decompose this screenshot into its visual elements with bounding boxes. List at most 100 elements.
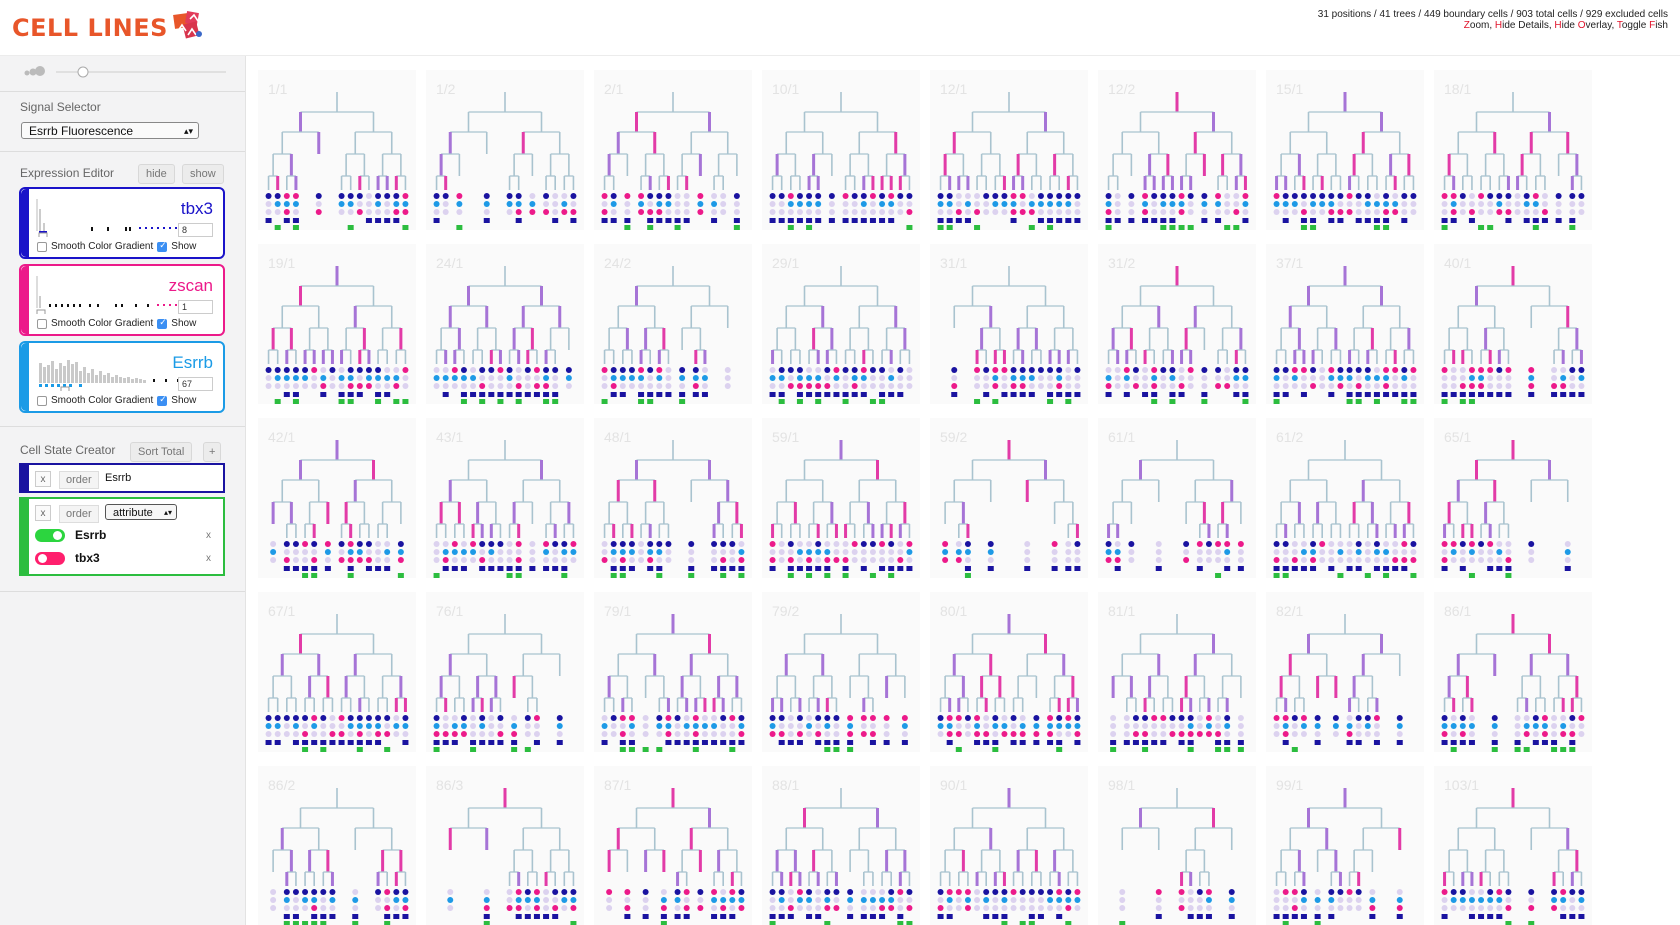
gene-card-tbx3[interactable]: tbx3 8 Smooth Color Gradient Show — [19, 187, 225, 259]
threshold-input[interactable]: 1 — [178, 300, 213, 314]
tbx3-toggle[interactable] — [35, 552, 65, 565]
expression-dot — [384, 193, 391, 199]
cell-state-card-esrrb[interactable]: x order Esrrb — [19, 463, 225, 493]
lineage-tree[interactable]: 31/1 — [930, 244, 1088, 404]
lineage-tree[interactable]: 76/1 — [426, 592, 584, 752]
show-checkbox[interactable] — [157, 317, 168, 329]
expression-dot — [992, 731, 999, 737]
tree-grid-panel[interactable]: 1/1 1/2 2/1 10/1 12/1 12/2 15/1 18/1 19/1 24/1 24/… — [246, 56, 1680, 925]
expression-dot — [1355, 715, 1362, 721]
lineage-tree[interactable]: 81/1 — [1098, 592, 1256, 752]
zoom-slider-graphic[interactable] — [20, 64, 226, 80]
zoom-slider[interactable] — [20, 64, 226, 80]
lineage-tree[interactable]: 65/1 — [1434, 418, 1592, 578]
lineage-tree[interactable]: 48/1 — [594, 418, 752, 578]
expression-dot — [1019, 367, 1026, 373]
gene-histogram[interactable] — [35, 197, 195, 237]
lineage-tree[interactable]: 31/2 — [1098, 244, 1256, 404]
expression-dot — [1514, 731, 1521, 737]
lineage-tree[interactable]: 61/2 — [1266, 418, 1424, 578]
expression-dot — [497, 723, 504, 729]
expression-dot — [274, 209, 281, 215]
lineage-tree[interactable]: 67/1 — [258, 592, 416, 752]
lineage-tree[interactable]: 43/1 — [426, 418, 584, 578]
lineage-tree[interactable]: 103/1 — [1434, 766, 1592, 925]
lineage-tree[interactable]: 61/1 — [1098, 418, 1256, 578]
lineage-tree[interactable]: 24/1 — [426, 244, 584, 404]
lineage-tree[interactable]: 40/1 — [1434, 244, 1592, 404]
order-button[interactable]: order — [59, 471, 99, 489]
expression-dot — [897, 897, 904, 903]
remove-item-button[interactable]: x — [206, 530, 211, 541]
lineage-tree[interactable]: 88/1 — [762, 766, 920, 925]
lineage-tree[interactable]: 24/2 — [594, 244, 752, 404]
lineage-tree[interactable]: 98/1 — [1098, 766, 1256, 925]
hide-button[interactable]: hide — [138, 164, 175, 184]
expression-dot — [1569, 367, 1576, 373]
expression-dot — [955, 557, 962, 563]
expression-dot — [1314, 897, 1321, 903]
lineage-tree[interactable]: 1/1 — [258, 70, 416, 230]
lineage-tree[interactable]: 99/1 — [1266, 766, 1424, 925]
lineage-tree[interactable]: 59/1 — [762, 418, 920, 578]
expression-dot — [1487, 905, 1494, 911]
lineage-tree[interactable]: 59/2 — [930, 418, 1088, 578]
lineage-tree[interactable]: 86/2 — [258, 766, 416, 925]
lineage-tree[interactable]: 12/1 — [930, 70, 1088, 230]
gene-histogram[interactable] — [35, 351, 195, 391]
show-checkbox[interactable] — [157, 394, 168, 406]
remove-state-button[interactable]: x — [35, 505, 51, 521]
threshold-input[interactable]: 67 — [178, 377, 213, 391]
expression-dot — [1514, 723, 1521, 729]
lineage-tree[interactable]: 90/1 — [930, 766, 1088, 925]
expression-dot — [824, 383, 831, 389]
expression-dot — [1355, 889, 1362, 895]
lineage-tree[interactable]: 86/1 — [1434, 592, 1592, 752]
cell-state-card-combined[interactable]: x order attribute ▴▾ Esrrb x tbx3 x — [19, 497, 225, 576]
expression-dot — [1441, 549, 1448, 555]
show-button[interactable]: show — [182, 164, 224, 184]
smooth-gradient-checkbox[interactable] — [37, 395, 47, 406]
gene-card-esrrb[interactable]: Esrrb 67 Smooth Color Gradient Show — [19, 341, 225, 413]
expression-dot — [1291, 731, 1298, 737]
expression-dot — [356, 557, 363, 563]
lineage-tree[interactable]: 79/2 — [762, 592, 920, 752]
attribute-dropdown[interactable]: attribute ▴▾ — [105, 504, 177, 520]
sort-total-button[interactable]: Sort Total — [130, 442, 193, 462]
threshold-input[interactable]: 8 — [178, 223, 213, 237]
remove-state-button[interactable]: x — [35, 471, 51, 487]
state-marker-esrrb — [647, 566, 654, 571]
esrrb-toggle[interactable] — [35, 529, 65, 542]
expression-dot — [1047, 897, 1054, 903]
expression-dot — [955, 209, 962, 215]
smooth-gradient-checkbox[interactable] — [37, 318, 47, 329]
expression-dot — [506, 383, 513, 389]
lineage-tree[interactable]: 42/1 — [258, 418, 416, 578]
lineage-tree[interactable]: 18/1 — [1434, 70, 1592, 230]
signal-selector-dropdown[interactable]: Esrrb Fluorescence ▴▾ — [21, 122, 199, 139]
add-state-button[interactable]: + — [203, 442, 222, 462]
expression-dot — [561, 193, 568, 199]
lineage-tree[interactable]: 10/1 — [762, 70, 920, 230]
lineage-tree[interactable]: 19/1 — [258, 244, 416, 404]
lineage-tree[interactable]: 1/2 — [426, 70, 584, 230]
lineage-tree[interactable]: 87/1 — [594, 766, 752, 925]
lineage-tree-grid[interactable]: 1/1 1/2 2/1 10/1 12/1 12/2 15/1 18/1 19/1 24/1 24/… — [246, 56, 1680, 925]
state-marker-esrrb — [1224, 740, 1231, 745]
lineage-tree[interactable]: 37/1 — [1266, 244, 1424, 404]
lineage-tree[interactable]: 86/3 — [426, 766, 584, 925]
state-marker-combined — [524, 747, 531, 752]
lineage-tree[interactable]: 80/1 — [930, 592, 1088, 752]
remove-item-button[interactable]: x — [206, 553, 211, 564]
lineage-tree[interactable]: 12/2 — [1098, 70, 1256, 230]
expression-dot — [842, 541, 849, 547]
show-checkbox[interactable] — [157, 240, 168, 252]
lineage-tree[interactable]: 2/1 — [594, 70, 752, 230]
gene-card-zscan[interactable]: zscan 1 Smooth Color Gradient Show — [19, 264, 225, 336]
lineage-tree[interactable]: 29/1 — [762, 244, 920, 404]
order-button[interactable]: order — [59, 505, 99, 523]
lineage-tree[interactable]: 82/1 — [1266, 592, 1424, 752]
lineage-tree[interactable]: 15/1 — [1266, 70, 1424, 230]
smooth-gradient-checkbox[interactable] — [37, 241, 47, 252]
lineage-tree[interactable]: 79/1 — [594, 592, 752, 752]
